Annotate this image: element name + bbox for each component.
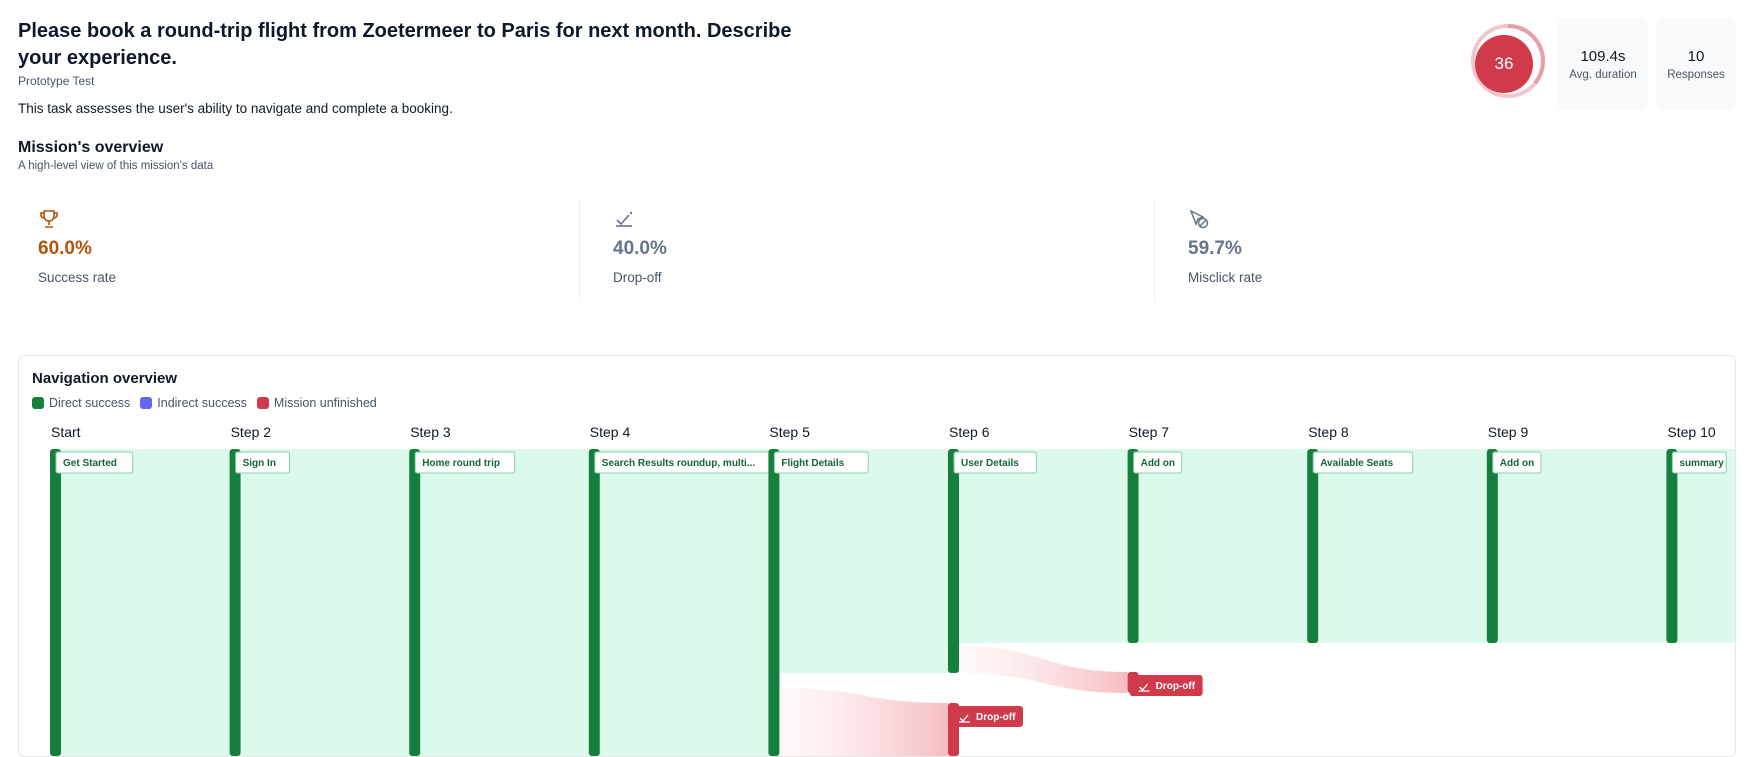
step-bar	[409, 449, 421, 756]
trophy-icon	[40, 210, 58, 228]
responses-label: Responses	[1667, 68, 1725, 81]
score-value: 36	[1495, 54, 1514, 73]
drop-off-value: 40.0%	[613, 238, 667, 259]
drop-off-icon	[1138, 683, 1150, 692]
task-description: This task assesses the user's ability to…	[18, 101, 453, 116]
step-bar	[1666, 449, 1678, 643]
screen-tag	[1133, 451, 1183, 474]
step-bar	[229, 449, 241, 756]
screen-tag	[773, 451, 869, 474]
legend-label: Direct success	[49, 396, 131, 410]
step-label: Step 8	[1308, 424, 1349, 440]
navigation-legend: Direct success Indirect success Mission …	[32, 396, 377, 410]
screen-tag	[55, 451, 134, 474]
step-bar	[588, 449, 600, 756]
screen-tag	[235, 451, 291, 474]
screen-tag-label: Flight Details	[781, 458, 844, 469]
screen-tag-label: Add on	[1141, 458, 1175, 469]
screen-tag	[1671, 451, 1727, 474]
drop-off-label: Drop-off	[1156, 681, 1196, 692]
avg-duration-card: 109.4s Avg. duration	[1558, 18, 1648, 110]
success-rate-label: Success rate	[38, 270, 117, 285]
step-label: Step 6	[949, 424, 990, 440]
legend-mission-unfinished: Mission unfinished	[256, 396, 377, 410]
step-label: Step 9	[1488, 424, 1529, 440]
avg-duration-label: Avg. duration	[1569, 68, 1637, 81]
screen-tag-label: Get Started	[63, 458, 117, 469]
step-bar	[1307, 449, 1319, 643]
legend-swatch	[32, 397, 44, 409]
screen-tag-label: Home round trip	[422, 458, 500, 469]
overview-title: Mission's overview	[18, 139, 164, 156]
success-rate-value: 60.0%	[38, 238, 92, 259]
navigation-title: Navigation overview	[32, 370, 178, 387]
step-label: Start	[51, 424, 81, 440]
score-ring: 36	[1471, 24, 1545, 98]
step-label: Step 4	[590, 424, 631, 440]
screen-tag-label: summary	[1679, 458, 1724, 469]
screen-tag-label: Available Seats	[1320, 458, 1393, 469]
step-bar	[50, 449, 61, 756]
success-flow	[1138, 449, 1308, 643]
legend-label: Indirect success	[157, 396, 247, 410]
step-label: Step 2	[231, 424, 272, 440]
step-bar	[1486, 449, 1498, 643]
screen-tag-label: Sign In	[243, 458, 276, 469]
success-flow	[779, 449, 948, 673]
success-flow	[959, 449, 1128, 643]
metric-divider	[1154, 198, 1155, 302]
success-flow	[61, 449, 230, 756]
step-bar	[1127, 449, 1139, 643]
success-flow	[1497, 449, 1667, 643]
avg-duration-value: 109.4s	[1580, 47, 1626, 65]
screen-tag	[953, 451, 1037, 474]
step-label: Step 7	[1129, 424, 1170, 440]
success-flow	[1318, 449, 1487, 643]
success-flow	[240, 449, 410, 756]
navigation-overview-card: Start Get Started Step 2 Sign In Step 3 Home …	[18, 355, 1736, 757]
success-flow	[599, 449, 769, 756]
success-flow	[1677, 449, 1735, 643]
legend-label: Mission unfinished	[273, 396, 377, 410]
misclick-rate-label: Misclick rate	[1188, 270, 1263, 285]
drop-off-flow	[779, 688, 948, 756]
misclick-icon	[1189, 209, 1209, 229]
responses-value: 10	[1687, 47, 1705, 65]
screen-tag	[1492, 451, 1542, 474]
drop-off-metric: 40.0% Drop-off	[593, 198, 1153, 302]
overview-subtitle: A high-level view of this mission's data	[18, 160, 214, 172]
step-bar	[948, 449, 959, 673]
step-label: Step 10	[1667, 424, 1715, 440]
screen-tag	[1312, 451, 1414, 474]
step-bar	[768, 449, 780, 756]
screen-tag-label: Search Results roundup, multi...	[602, 458, 756, 469]
misclick-rate-metric: 59.7% Misclick rate	[1168, 198, 1728, 302]
drop-off-flow	[959, 646, 1128, 693]
responses-card: 10 Responses	[1656, 18, 1736, 110]
step-label: Step 5	[769, 424, 810, 440]
drop-off-label: Drop-off	[613, 270, 662, 285]
screen-tag	[414, 451, 516, 474]
legend-swatch	[140, 397, 153, 409]
drop-off-icon	[616, 211, 633, 227]
navigation-flow-chart: Start Get Started Step 2 Sign In Step 3 Home …	[50, 424, 1735, 756]
drop-off-icon	[959, 714, 970, 723]
misclick-rate-value: 59.7%	[1188, 238, 1242, 259]
screen-tag-label: Add on	[1500, 458, 1534, 469]
success-rate-metric: 60.0% Success rate	[18, 198, 578, 302]
legend-swatch	[256, 397, 269, 409]
metric-divider	[579, 198, 580, 302]
test-type-label: Prototype Test	[18, 74, 95, 88]
success-flow	[420, 449, 589, 756]
task-title: Please book a round-trip flight from Zoe…	[18, 20, 792, 69]
drop-off-label: Drop-off	[976, 712, 1016, 723]
step-label: Step 3	[410, 424, 451, 440]
legend-indirect-success: Indirect success	[140, 396, 247, 410]
legend-direct-success: Direct success	[32, 396, 130, 410]
screen-tag-label: User Details	[961, 458, 1019, 469]
